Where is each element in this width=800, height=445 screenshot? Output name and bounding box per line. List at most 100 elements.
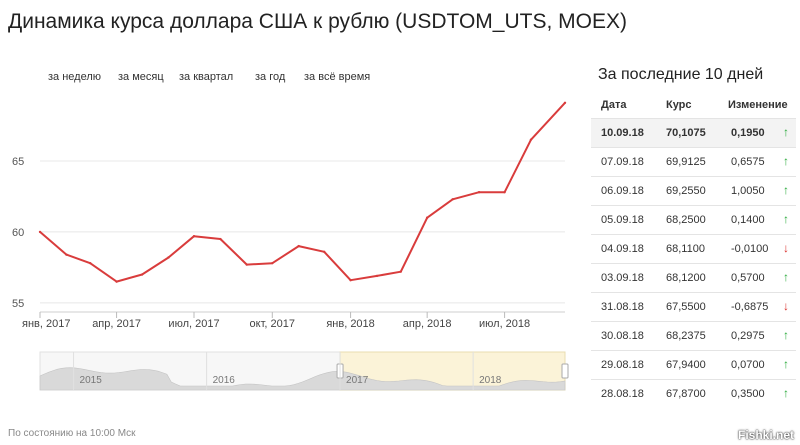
data-point <box>89 261 92 265</box>
row-rate: 69,9125 <box>666 156 706 168</box>
navigator-handle <box>561 363 569 379</box>
row-date: 29.08.18 <box>601 359 644 371</box>
data-point <box>529 138 533 141</box>
table-row: 10.09.18 70,1075 0,1950 ↑ <box>591 118 796 147</box>
data-point <box>192 234 196 238</box>
header-rate: Курс <box>666 99 692 111</box>
arrow-up-icon: ↑ <box>783 386 789 400</box>
table-row: 04.09.18 68,1100 -0,0100 ↓ <box>591 234 796 263</box>
period-selector: за неделю за месяц за квартал за год за … <box>48 71 408 85</box>
row-rate: 67,5500 <box>666 301 706 313</box>
data-point <box>425 216 429 219</box>
navigator-year-label: 2015 <box>80 375 103 386</box>
chart-title: Динамика курса доллара США к рублю (USDT… <box>8 10 627 33</box>
data-point <box>297 244 300 248</box>
y-tick-label: 55 <box>12 298 24 310</box>
row-change: 0,3500 <box>731 388 765 400</box>
data-point <box>375 274 379 278</box>
x-tick-label: апр, 2018 <box>403 318 452 330</box>
navigator-year-label: 2017 <box>346 375 369 386</box>
data-point <box>115 280 118 283</box>
period-month[interactable]: за месяц <box>118 71 164 83</box>
x-tick-label: окт, 2017 <box>250 318 295 330</box>
x-tick-label: янв, 2017 <box>22 318 70 330</box>
navigator-area <box>39 367 566 391</box>
data-point <box>38 230 42 234</box>
data-point <box>503 190 506 194</box>
period-week[interactable]: за неделю <box>48 71 102 83</box>
data-point <box>322 250 326 254</box>
row-date: 31.08.18 <box>601 301 644 313</box>
row-date: 03.09.18 <box>601 272 644 284</box>
data-point <box>477 190 481 194</box>
row-rate: 67,9400 <box>666 359 706 371</box>
row-rate: 70,1075 <box>666 127 706 139</box>
data-point <box>140 273 144 276</box>
row-change: 0,5700 <box>731 272 765 284</box>
data-point <box>563 101 567 104</box>
header-date: Дата <box>601 99 627 111</box>
table-row: 05.09.18 68,2500 0,1400 ↑ <box>591 205 796 234</box>
arrow-up-icon: ↑ <box>783 154 789 168</box>
x-tick-label: апр, 2017 <box>92 318 141 330</box>
x-tick-label: янв, 2018 <box>326 318 374 330</box>
table-row: 29.08.18 67,9400 0,0700 ↑ <box>591 350 796 379</box>
row-date: 10.09.18 <box>601 127 644 139</box>
table-row: 07.09.18 69,9125 0,6575 ↑ <box>591 147 796 176</box>
period-quarter[interactable]: за квартал <box>179 71 234 83</box>
row-date: 28.08.18 <box>601 388 644 400</box>
exchange-rate-chart: 55 60 65 янв, 2017 апр, 2017 июл, 2017 окт, 20… <box>12 101 569 391</box>
arrow-down-icon: ↓ <box>783 299 789 313</box>
navigator-year-label: 2016 <box>213 375 236 386</box>
row-rate: 68,2500 <box>666 214 706 226</box>
arrow-down-icon: ↓ <box>783 241 789 255</box>
row-date: 04.09.18 <box>601 243 644 255</box>
recent-rates-table: Дата Курс Изменение 10.09.18 70,1075 0,195… <box>591 92 796 408</box>
data-point <box>349 278 352 282</box>
row-date: 05.09.18 <box>601 214 644 226</box>
side-title: За последние 10 дней <box>598 66 764 83</box>
period-year[interactable]: за год <box>255 71 286 83</box>
arrow-up-icon: ↑ <box>783 270 789 284</box>
row-rate: 69,2550 <box>666 185 706 197</box>
header-change: Изменение <box>728 99 788 111</box>
table-row: 31.08.18 67,5500 -0,6875 ↓ <box>591 292 796 321</box>
data-point <box>271 261 274 265</box>
arrow-up-icon: ↑ <box>783 357 789 371</box>
data-point <box>219 237 222 241</box>
row-rate: 68,2375 <box>666 330 706 342</box>
y-tick-label: 60 <box>12 227 24 239</box>
period-all-time[interactable]: за всё время <box>304 71 371 83</box>
row-change: 0,2975 <box>731 330 765 342</box>
data-point <box>65 253 68 256</box>
navigator-year-label: 2018 <box>479 375 502 386</box>
table-header: Дата Курс Изменение <box>591 92 796 118</box>
status-footer: По состоянию на 10:00 Мск <box>8 428 136 439</box>
table-row: 06.09.18 69,2550 1,0050 ↑ <box>591 176 796 205</box>
x-tick-label: июл, 2018 <box>479 318 530 330</box>
y-tick-label: 65 <box>12 156 24 168</box>
watermark: Fishki.net <box>737 428 794 442</box>
arrow-up-icon: ↑ <box>783 125 789 139</box>
data-point <box>451 198 454 201</box>
row-change: 0,0700 <box>731 359 765 371</box>
data-point <box>245 263 248 266</box>
row-date: 30.08.18 <box>601 330 644 342</box>
row-change: 0,1950 <box>731 127 765 139</box>
table-row: 28.08.18 67,8700 0,3500 ↑ <box>591 379 796 408</box>
data-point <box>167 256 170 259</box>
row-change: 0,1400 <box>731 214 765 226</box>
arrow-up-icon: ↑ <box>783 328 789 342</box>
series-line <box>39 102 566 283</box>
table-row: 30.08.18 68,2375 0,2975 ↑ <box>591 321 796 350</box>
row-rate: 67,8700 <box>666 388 706 400</box>
row-change: -0,0100 <box>731 243 769 255</box>
row-change: -0,6875 <box>731 301 769 313</box>
row-date: 06.09.18 <box>601 185 644 197</box>
arrow-up-icon: ↑ <box>783 183 789 197</box>
arrow-up-icon: ↑ <box>783 212 789 226</box>
row-rate: 68,1100 <box>666 243 705 255</box>
row-date: 07.09.18 <box>601 156 644 168</box>
table-row: 03.09.18 68,1200 0,5700 ↑ <box>591 263 796 292</box>
row-rate: 68,1200 <box>666 272 706 284</box>
